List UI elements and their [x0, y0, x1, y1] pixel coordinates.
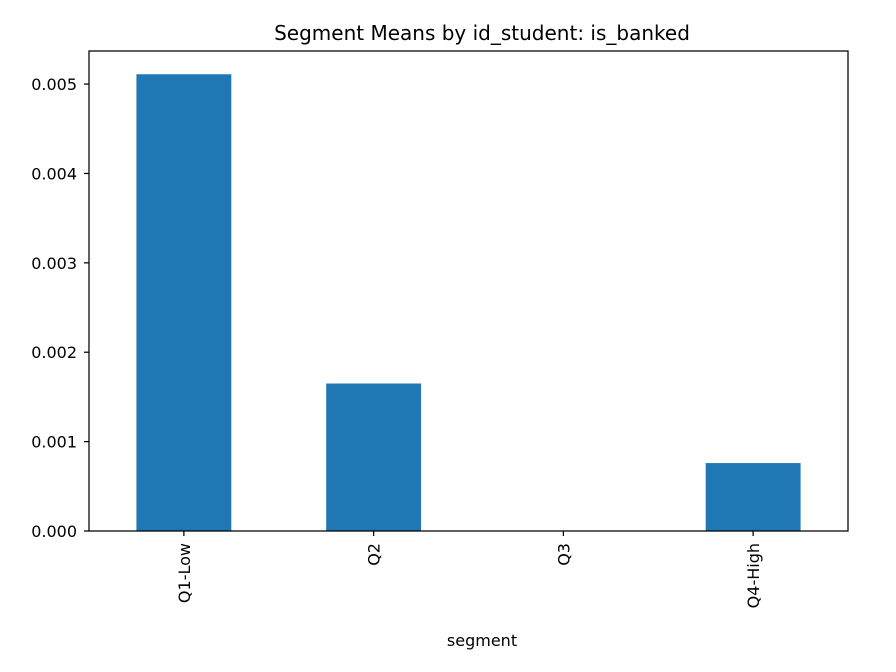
x-tick-label: Q3: [554, 543, 573, 566]
bar-q2: [326, 383, 422, 531]
chart-title: Segment Means by id_student: is_banked: [274, 21, 690, 45]
bar-q4-high: [705, 463, 801, 531]
plot-frame: [88, 50, 849, 532]
x-axis-ticks: Q1-Low Q2 Q3 Q4-High: [175, 531, 763, 608]
y-tick-label: 0.000: [31, 522, 77, 541]
axes-group: [88, 50, 849, 532]
bar-q1-low: [136, 74, 232, 531]
x-tick-label: Q2: [365, 543, 384, 566]
y-tick-label: 0.003: [31, 254, 77, 273]
x-tick-label: Q1-Low: [175, 543, 194, 603]
bars-group: [136, 74, 801, 531]
y-tick-label: 0.004: [31, 164, 77, 183]
y-tick-label: 0.002: [31, 343, 77, 362]
y-tick-label: 0.005: [31, 75, 77, 94]
x-axis-label: segment: [447, 631, 517, 650]
y-axis-ticks: 0.000 0.001 0.002 0.003 0.004 0.005: [31, 75, 89, 541]
x-tick-label: Q4-High: [744, 543, 763, 608]
y-tick-label: 0.001: [31, 433, 77, 452]
